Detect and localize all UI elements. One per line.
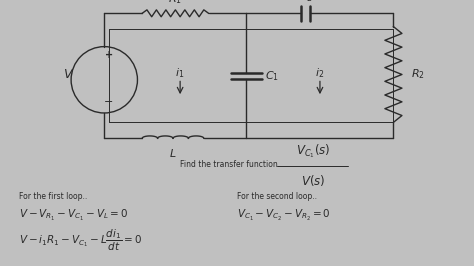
Text: $V_{C_1}(s)$: $V_{C_1}(s)$: [296, 143, 330, 160]
Text: $V$: $V$: [63, 68, 74, 81]
Text: $V-V_{R_1}-V_{C_1}-V_L=0$: $V-V_{R_1}-V_{C_1}-V_L=0$: [19, 208, 128, 223]
Text: $V-i_1R_1-V_{C_1}-L\dfrac{di_1}{dt}=0$: $V-i_1R_1-V_{C_1}-L\dfrac{di_1}{dt}=0$: [19, 228, 142, 253]
Text: −: −: [104, 97, 114, 107]
Text: $R_1$: $R_1$: [168, 0, 182, 6]
Text: $L$: $L$: [169, 147, 177, 159]
Text: $V(s)$: $V(s)$: [301, 173, 325, 188]
Text: $R_2$: $R_2$: [411, 68, 425, 81]
Text: $i_2$: $i_2$: [315, 66, 325, 80]
Text: +: +: [105, 49, 113, 60]
Text: $C_2$: $C_2$: [299, 0, 313, 4]
Text: $C_1$: $C_1$: [265, 69, 280, 83]
Text: For the second loop..: For the second loop..: [237, 192, 317, 201]
Text: Find the transfer function: Find the transfer function: [180, 160, 278, 169]
Text: $i_1$: $i_1$: [175, 66, 185, 80]
Text: $V_{C_1}-V_{C_2}-V_{R_2}=0$: $V_{C_1}-V_{C_2}-V_{R_2}=0$: [237, 208, 331, 223]
Text: For the first loop..: For the first loop..: [19, 192, 87, 201]
